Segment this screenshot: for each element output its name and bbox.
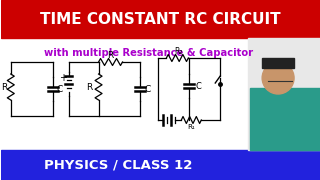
Text: C: C <box>57 84 63 93</box>
Bar <box>1 0 320 38</box>
Bar <box>1 38 320 150</box>
Text: +: + <box>59 73 67 83</box>
Text: C: C <box>144 84 150 93</box>
Text: R: R <box>86 82 93 91</box>
Text: R₁: R₁ <box>188 124 195 130</box>
Text: TIME CONSTANT RC CIRCUIT: TIME CONSTANT RC CIRCUIT <box>40 12 281 26</box>
Text: PHYSICS / CLASS 12: PHYSICS / CLASS 12 <box>44 159 193 172</box>
Bar <box>250 88 320 150</box>
Text: R: R <box>1 82 7 91</box>
Text: R: R <box>108 51 114 60</box>
Text: R₂: R₂ <box>174 46 183 55</box>
Bar <box>262 58 294 68</box>
Text: C: C <box>196 82 201 91</box>
Bar <box>1 150 320 180</box>
Circle shape <box>262 62 294 94</box>
Bar <box>248 38 320 150</box>
Text: with multiple Resistance & Capacitor: with multiple Resistance & Capacitor <box>44 48 253 58</box>
